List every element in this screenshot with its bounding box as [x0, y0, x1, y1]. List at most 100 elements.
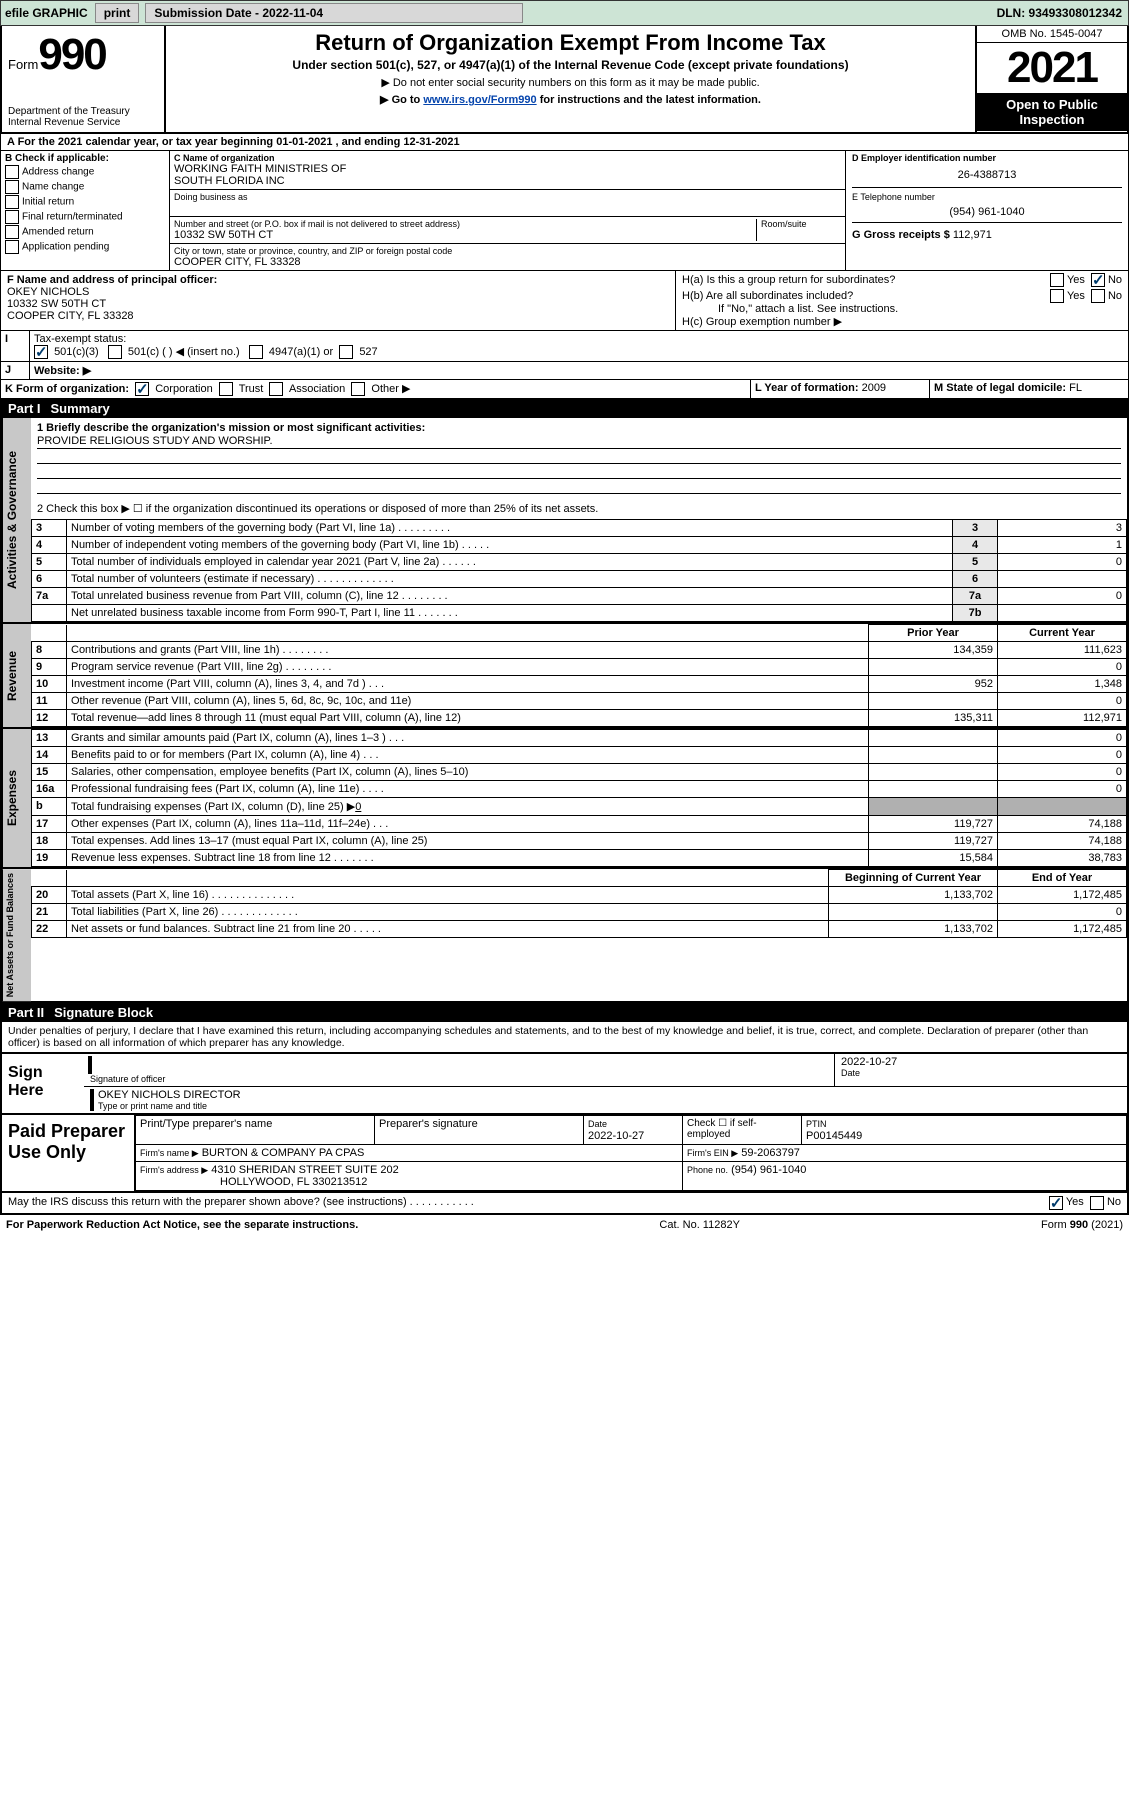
officer-name: OKEY NICHOLS [7, 286, 669, 298]
firm-phone-cell: Phone no. (954) 961-1040 [683, 1162, 1127, 1191]
gov-row: 3Number of voting members of the governi… [32, 520, 1127, 537]
discuss-no[interactable] [1090, 1196, 1104, 1210]
col-prep-date: Date2022-10-27 [584, 1116, 683, 1145]
gov-row: 5Total number of individuals employed in… [32, 554, 1127, 571]
efile-label: efile GRAPHIC [1, 6, 92, 20]
firm-addr-cell: Firm's address ▶ 4310 SHERIDAN STREET SU… [136, 1162, 683, 1191]
officer-label: F Name and address of principal officer: [7, 274, 669, 286]
part2-bar: Part II Signature Block [0, 1003, 1129, 1022]
sig-officer-label: Signature of officer [90, 1074, 828, 1084]
chk-name-change[interactable]: Name change [5, 180, 165, 194]
chk-corporation[interactable] [135, 382, 149, 396]
mission-text: PROVIDE RELIGIOUS STUDY AND WORSHIP. [37, 434, 1121, 449]
sign-cells: Signature of officer 2022-10-27 Date OKE… [84, 1054, 1127, 1113]
chk-association[interactable] [269, 382, 283, 396]
print-button[interactable]: print [95, 3, 140, 23]
discuss-text: May the IRS discuss this return with the… [8, 1196, 1049, 1210]
org-name-1: WORKING FAITH MINISTRIES OF [174, 163, 841, 175]
col-prior-year: Prior Year [869, 625, 998, 642]
mission-line-2 [37, 449, 1121, 464]
preparer-table: Print/Type preparer's name Preparer's si… [135, 1115, 1127, 1191]
chk-amended-return[interactable]: Amended return [5, 225, 165, 239]
chk-501c3[interactable] [34, 345, 48, 359]
ein-label: D Employer identification number [852, 153, 1122, 163]
irs-link[interactable]: www.irs.gov/Form990 [423, 94, 536, 106]
h-a-no[interactable] [1091, 273, 1105, 287]
irs-label: Internal Revenue Service [8, 117, 158, 128]
form-title-box: Return of Organization Exempt From Incom… [166, 26, 975, 132]
form-note-1: ▶ Do not enter social security numbers o… [174, 76, 967, 89]
h-c-label: H(c) Group exemption number ▶ [682, 315, 1122, 328]
chk-final-return[interactable]: Final return/terminated [5, 210, 165, 224]
street-value: 10332 SW 50TH CT [174, 229, 752, 241]
chk-4947[interactable] [249, 345, 263, 359]
chk-other[interactable] [351, 382, 365, 396]
note2-post: for instructions and the latest informat… [537, 94, 761, 106]
ein-value: 26-4388713 [852, 163, 1122, 187]
expenses-table: 13Grants and similar amounts paid (Part … [31, 729, 1127, 867]
tab-netassets: Net Assets or Fund Balances [2, 869, 31, 1001]
org-name-2: SOUTH FLORIDA INC [174, 175, 841, 187]
col-check-self[interactable]: Check ☐ if self-employed [683, 1116, 802, 1145]
gross-receipts-value: 112,971 [953, 229, 992, 241]
rev-row: 11Other revenue (Part VIII, column (A), … [32, 693, 1127, 710]
line1-label: 1 Briefly describe the organization's mi… [37, 422, 1121, 434]
h-a-yes[interactable] [1050, 273, 1064, 287]
chk-application-pending[interactable]: Application pending [5, 240, 165, 254]
gov-row: 4Number of independent voting members of… [32, 537, 1127, 554]
top-toolbar: efile GRAPHIC print Submission Date - 20… [0, 0, 1129, 26]
form-id-box: Form990 Department of the Treasury Inter… [2, 26, 166, 132]
block-f-officer: F Name and address of principal officer:… [1, 271, 676, 330]
tax-begin-date: 01-01-2021 [276, 136, 332, 148]
gov-row: Net unrelated business taxable income fr… [32, 605, 1127, 622]
submission-date-button[interactable]: Submission Date - 2022-11-04 [145, 3, 523, 23]
sectiona-prefix: A For the 2021 calendar year, or tax yea… [7, 136, 276, 148]
mission-line-4 [37, 479, 1121, 494]
footer-left: For Paperwork Reduction Act Notice, see … [6, 1219, 358, 1231]
chk-initial-return[interactable]: Initial return [5, 195, 165, 209]
phone-value: (954) 961-1040 [852, 202, 1122, 222]
h-b-no[interactable] [1091, 289, 1105, 303]
revenue-table: Prior Year Current Year 8Contributions a… [31, 624, 1127, 727]
col-preparer-sig: Preparer's signature [375, 1116, 584, 1145]
city-value: COOPER CITY, FL 33328 [174, 256, 841, 268]
gov-row: 6Total number of volunteers (estimate if… [32, 571, 1127, 588]
part1-title: Summary [51, 401, 110, 416]
chk-501c[interactable] [108, 345, 122, 359]
col-begin-year: Beginning of Current Year [829, 870, 998, 887]
rev-row: 8Contributions and grants (Part VIII, li… [32, 642, 1127, 659]
gross-receipts-label: G Gross receipts $ [852, 229, 950, 241]
part1-label: Part I [8, 401, 41, 416]
h-b-label: H(b) Are all subordinates included? [682, 290, 1050, 302]
state-domicile-label: M State of legal domicile: [934, 382, 1066, 394]
section-a-taxyear: A For the 2021 calendar year, or tax yea… [0, 134, 1129, 151]
street-label: Number and street (or P.O. box if mail i… [174, 219, 752, 229]
firm-name-cell: Firm's name ▶ BURTON & COMPANY PA CPAS [136, 1145, 683, 1162]
h-b-note: If "No," attach a list. See instructions… [682, 303, 1122, 315]
chk-527[interactable] [339, 345, 353, 359]
form-org-row: K Form of organization: Corporation Trus… [0, 380, 1129, 399]
paid-preparer-block: Paid Preparer Use Only Print/Type prepar… [0, 1115, 1129, 1193]
net-row: 21Total liabilities (Part X, line 26) . … [32, 904, 1127, 921]
exp-row: 16aProfessional fundraising fees (Part I… [32, 781, 1127, 798]
chk-address-change[interactable]: Address change [5, 165, 165, 179]
chk-trust[interactable] [219, 382, 233, 396]
net-row: 22Net assets or fund balances. Subtract … [32, 921, 1127, 938]
col-preparer-name: Print/Type preparer's name [136, 1116, 375, 1145]
block-d-e-g: D Employer identification number 26-4388… [845, 151, 1128, 270]
exp-row: 14Benefits paid to or for members (Part … [32, 747, 1127, 764]
dept-treasury: Department of the Treasury [8, 106, 158, 117]
city-label: City or town, state or province, country… [174, 246, 841, 256]
tab-revenue: Revenue [2, 624, 31, 727]
tax-year: 2021 [977, 43, 1127, 93]
form-title: Return of Organization Exempt From Incom… [174, 30, 967, 56]
page-footer: For Paperwork Reduction Act Notice, see … [0, 1215, 1129, 1235]
exp-row: 15Salaries, other compensation, employee… [32, 764, 1127, 781]
h-b-yes[interactable] [1050, 289, 1064, 303]
rev-row: 10Investment income (Part VIII, column (… [32, 676, 1127, 693]
part1-expenses: Expenses 13Grants and similar amounts pa… [0, 729, 1129, 869]
open-inspection: Open to Public Inspection [977, 93, 1127, 131]
year-box: OMB No. 1545-0047 2021 Open to Public In… [975, 26, 1127, 132]
line2-text: 2 Check this box ▶ ☐ if the organization… [31, 498, 1127, 519]
discuss-yes[interactable] [1049, 1196, 1063, 1210]
